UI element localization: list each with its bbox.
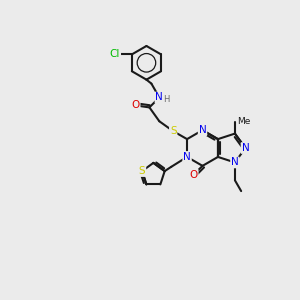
Text: Cl: Cl — [110, 50, 120, 59]
Text: N: N — [155, 92, 163, 103]
Text: N: N — [231, 158, 239, 167]
Text: N: N — [242, 143, 249, 153]
Text: Me: Me — [237, 117, 250, 126]
Text: N: N — [183, 152, 191, 162]
Text: O: O — [190, 170, 198, 180]
Text: N: N — [199, 125, 206, 135]
Text: S: S — [170, 126, 176, 136]
Text: O: O — [131, 100, 140, 110]
Text: S: S — [139, 166, 146, 176]
Text: H: H — [163, 95, 170, 104]
